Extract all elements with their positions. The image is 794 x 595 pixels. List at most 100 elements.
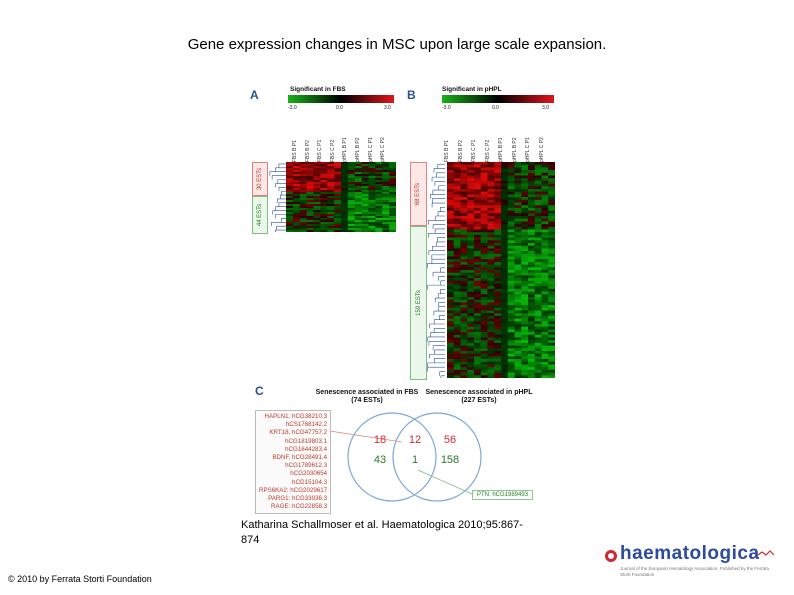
panel-b-cell: [494, 310, 502, 314]
panel-a-cell: [313, 196, 321, 199]
panel-b-cell: [548, 207, 555, 211]
panel-a-cell: [368, 220, 376, 223]
panel-b-dendrogram-branch: [440, 289, 445, 294]
panel-b-cell: [460, 356, 468, 360]
panel-a-cell: [313, 190, 321, 193]
panel-b-cell: [501, 367, 509, 371]
panel-b-cell: [501, 302, 509, 306]
panel-a-cell: [347, 222, 356, 225]
panel-a-cell: [306, 226, 314, 229]
panel-b-cell: [447, 332, 455, 336]
panel-a-cell: [286, 166, 294, 169]
panel-a-cell: [313, 170, 321, 173]
panel-a-cell: [382, 188, 390, 191]
panel-b-cell: [487, 348, 495, 352]
panel-b-cell: [494, 321, 502, 325]
panel-a-cell: [306, 214, 314, 217]
panel-a-cell: [389, 198, 396, 201]
panel-b-cell: [521, 248, 529, 252]
panel-b-cell: [453, 340, 461, 344]
panel-b-cell: [480, 205, 488, 209]
panel-b-cell: [514, 191, 522, 195]
panel-b-cell: [507, 329, 515, 333]
panel-b-cell: [467, 186, 475, 190]
panel-b-cell: [528, 359, 536, 363]
panel-b-cell: [467, 280, 475, 284]
panel-b-cell: [534, 207, 542, 211]
panel-b-cell: [521, 229, 529, 233]
panel-a-cell: [354, 180, 362, 183]
panel-a-cell: [313, 218, 321, 221]
panel-b-cell: [460, 234, 468, 238]
panel-b-cell: [534, 361, 542, 365]
panel-a-cell: [341, 206, 349, 209]
panel-a-cell: [292, 164, 301, 167]
panel-a-cell: [361, 202, 369, 205]
panel-b-cell: [514, 253, 522, 257]
panel-a-cell: [354, 218, 362, 221]
panel-b-cell: [501, 237, 509, 241]
panel-b-cell: [460, 272, 468, 276]
panel-b-cell: [453, 191, 461, 195]
panel-b-cell: [521, 324, 529, 327]
panel-b-cell: [501, 359, 509, 363]
panel-a-cell: [299, 162, 307, 165]
panel-b-cell: [487, 372, 495, 376]
panel-b-cell: [460, 345, 468, 349]
panel-b-cell: [541, 170, 549, 174]
panel-a-cell: [313, 216, 321, 219]
panel-b-cell: [548, 310, 555, 314]
panel-a-cell: [286, 170, 294, 173]
panel-b-cell: [501, 218, 509, 222]
panel-b-cell: [453, 232, 461, 236]
panel-b-cell: [494, 369, 502, 373]
panel-b-cell: [541, 353, 549, 357]
panel-b-cell: [460, 305, 468, 309]
panel-a-cell: [320, 188, 328, 191]
panel-b-cell: [447, 313, 455, 317]
panel-b-cell: [507, 167, 515, 171]
panel-b-cell: [528, 226, 536, 230]
panel-a-cell: [347, 180, 356, 183]
panel-b-cell: [534, 251, 542, 255]
panel-a-cell: [334, 218, 342, 221]
panel-b-cell: [474, 359, 482, 363]
panel-b-cell: [460, 318, 468, 322]
panel-b-cell: [507, 369, 515, 373]
panel-a-cell: [299, 174, 307, 177]
panel-b-cell: [501, 361, 509, 365]
panel-b-cell: [494, 332, 502, 336]
panel-b-cell: [467, 164, 475, 168]
panel-b-cell: [480, 283, 488, 287]
panel-b-cell: [480, 353, 488, 357]
panel-b-cell: [447, 294, 455, 298]
panel-b-cell: [514, 170, 522, 174]
panel-a-cell: [334, 222, 342, 225]
panel-a-cell: [299, 202, 307, 205]
panel-b-cell: [528, 310, 536, 314]
panel-a-letter: A: [250, 88, 259, 102]
panel-b-cell: [521, 205, 529, 209]
panel-a-cell: [347, 216, 356, 219]
panel-a-cell: [286, 194, 294, 197]
panel-a-cell: [347, 198, 356, 201]
panel-b-cell: [460, 299, 468, 303]
panel-b-cell: [534, 205, 542, 209]
panel-a-cell: [382, 208, 390, 211]
panel-b-cell: [514, 372, 522, 376]
panel-b-cell: [548, 240, 555, 244]
panel-a-cell: [327, 200, 335, 203]
panel-b-cell: [487, 321, 495, 325]
panel-b-cell: [541, 267, 549, 271]
panel-b-cell: [514, 361, 522, 365]
panel-b-est-down-box: 159 ESTs: [410, 226, 427, 380]
panel-b-cell: [460, 259, 468, 263]
panel-b-cell: [474, 256, 482, 260]
panel-b-cell: [514, 232, 522, 236]
panel-b-cell: [467, 229, 475, 233]
panel-a-cell: [306, 218, 314, 221]
panel-b-cell: [474, 367, 482, 371]
panel-b-cell: [487, 218, 495, 222]
panel-b-cell: [528, 337, 536, 341]
panel-b-cell: [447, 248, 455, 252]
